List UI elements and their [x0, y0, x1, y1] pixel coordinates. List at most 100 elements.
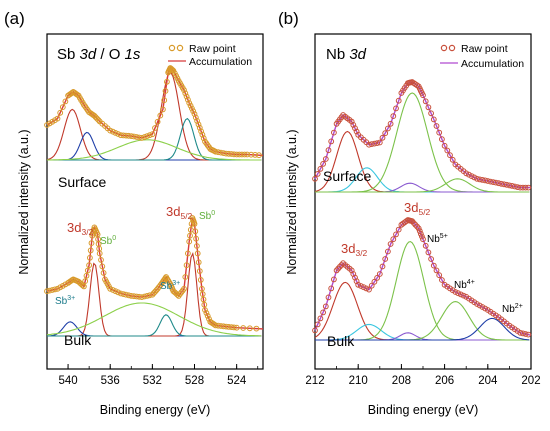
- raw-point: [160, 106, 166, 113]
- raw-point: [185, 250, 191, 257]
- raw-point: [248, 151, 255, 158]
- raw-point: [487, 178, 494, 185]
- raw-point: [430, 262, 437, 269]
- legend-marker-circle: [448, 44, 456, 52]
- panel-a-series: [44, 65, 264, 332]
- peak-label-sb3-left: Sb3+: [55, 295, 75, 307]
- raw-point: [387, 120, 394, 127]
- x-tick-label: 524: [227, 375, 247, 387]
- raw-point: [328, 138, 335, 145]
- raw-point: [415, 225, 422, 232]
- raw-point: [194, 118, 201, 124]
- raw-point: [138, 294, 145, 301]
- legend-raw-label: Raw point: [461, 43, 508, 55]
- raw-point: [379, 263, 386, 270]
- fit-component: [315, 317, 530, 341]
- raw-point: [360, 284, 367, 291]
- x-tick-label: 212: [305, 375, 324, 387]
- raw-point: [144, 133, 151, 140]
- raw-point: [353, 128, 360, 135]
- raw-point: [433, 123, 440, 129]
- raw-point: [358, 283, 364, 289]
- raw-point: [87, 247, 94, 254]
- peak-label-nb5: Nb5+: [427, 233, 448, 245]
- raw-point: [422, 242, 429, 249]
- raw-point: [231, 324, 237, 331]
- raw-point: [44, 288, 50, 295]
- raw-point: [509, 183, 515, 189]
- raw-point: [430, 116, 437, 123]
- raw-point: [520, 184, 526, 191]
- raw-point: [240, 325, 247, 331]
- raw-point: [182, 274, 189, 280]
- raw-point: [376, 271, 383, 277]
- raw-point: [191, 221, 198, 227]
- raw-point: [204, 313, 211, 319]
- raw-point: [183, 262, 190, 269]
- raw-point: [202, 307, 208, 313]
- raw-point: [212, 148, 219, 155]
- raw-point: [476, 176, 483, 183]
- raw-point: [200, 135, 207, 142]
- raw-point: [371, 278, 378, 285]
- raw-point: [517, 329, 524, 336]
- raw-point: [428, 256, 435, 262]
- panel-a-fit-components: [46, 72, 262, 337]
- raw-point: [312, 327, 318, 334]
- raw-point: [353, 278, 360, 285]
- panel-a-ylabel: Normalized intensity (a.u.): [17, 129, 31, 274]
- raw-point: [223, 150, 230, 157]
- raw-point: [49, 287, 56, 293]
- raw-point: [169, 66, 175, 73]
- panel-b-ylabel: Normalized intensity (a.u.): [285, 129, 299, 274]
- raw-point: [211, 321, 218, 328]
- raw-point: [348, 267, 355, 274]
- x-tick-label: 528: [185, 375, 204, 387]
- raw-point: [452, 289, 459, 295]
- fit-component: [47, 314, 262, 337]
- raw-point: [395, 226, 402, 233]
- raw-point: [382, 256, 389, 262]
- raw-point: [196, 124, 203, 131]
- panel-b: (b) Nb 3d Raw point Accumulation Surface…: [278, 9, 541, 417]
- raw-point: [385, 125, 391, 132]
- raw-point: [387, 241, 394, 247]
- legend-marker-circle: [176, 44, 184, 52]
- raw-point: [484, 178, 491, 184]
- raw-point: [178, 289, 185, 296]
- raw-point: [422, 98, 429, 105]
- raw-point: [86, 262, 92, 269]
- raw-point: [212, 322, 219, 329]
- surface-label: Surface: [58, 174, 106, 190]
- raw-point: [501, 181, 507, 188]
- raw-point: [439, 136, 445, 143]
- raw-point: [460, 292, 467, 299]
- raw-point: [220, 323, 227, 330]
- x-tick-label: 202: [521, 375, 540, 387]
- raw-point: [328, 285, 335, 292]
- raw-point: [107, 127, 114, 134]
- peak-label-sb0-right: Sb0: [199, 210, 215, 222]
- raw-point: [192, 114, 199, 121]
- raw-point: [96, 250, 103, 257]
- raw-point: [374, 275, 381, 281]
- raw-point: [428, 110, 435, 117]
- raw-point: [81, 283, 87, 290]
- raw-point: [374, 140, 381, 147]
- raw-point: [331, 276, 337, 283]
- raw-point: [320, 309, 327, 316]
- raw-point: [366, 141, 372, 148]
- raw-point: [98, 257, 104, 263]
- surface-label: Surface: [323, 168, 371, 184]
- panel-a-frame: [46, 33, 264, 370]
- x-tick-label: 540: [58, 375, 77, 387]
- raw-point: [520, 330, 526, 337]
- peak-label-nb2: Nb2+: [502, 303, 523, 315]
- raw-point: [141, 134, 148, 140]
- raw-point: [366, 286, 372, 293]
- raw-point: [325, 147, 332, 154]
- raw-point: [141, 293, 148, 300]
- raw-point: [107, 285, 114, 292]
- fit-component: [47, 262, 262, 337]
- raw-point: [455, 290, 462, 297]
